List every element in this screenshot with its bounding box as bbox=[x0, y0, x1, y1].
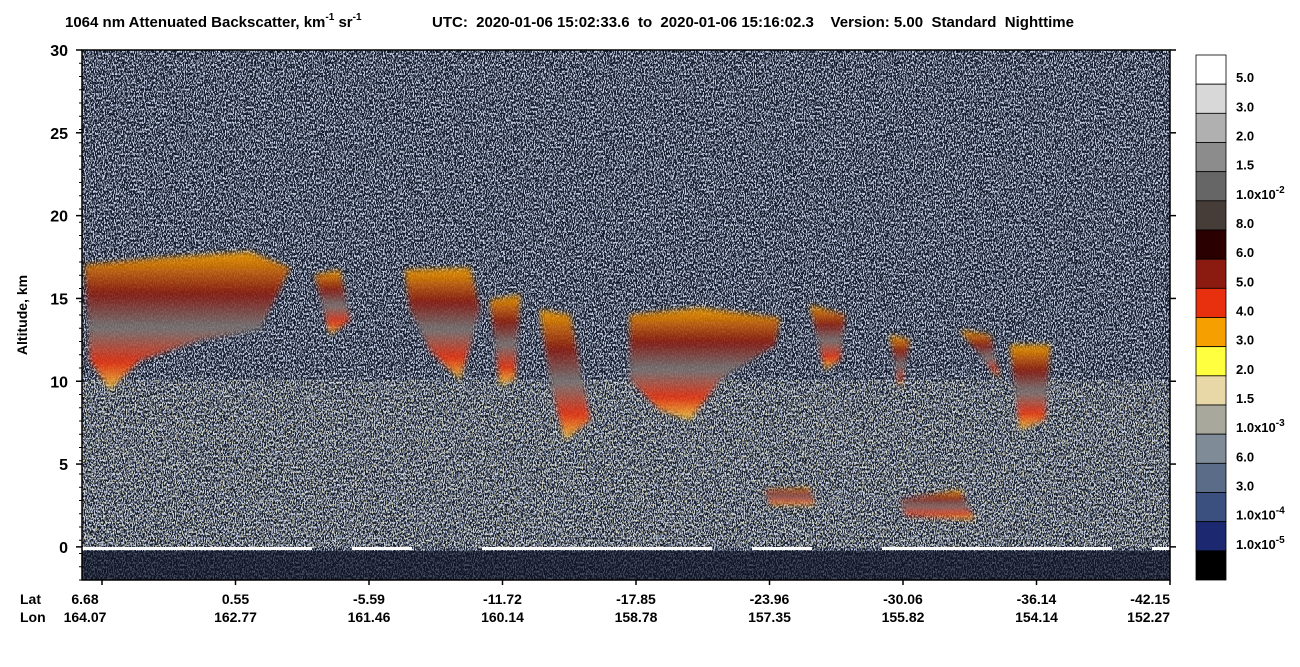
colorbar-box bbox=[1195, 521, 1227, 552]
colorbar-label-exp: -3 bbox=[1276, 418, 1285, 429]
colorbar-label: 2.0 bbox=[1236, 129, 1254, 144]
colorbar-label: 8.0 bbox=[1236, 216, 1254, 231]
x-tick-label: -5.59 bbox=[353, 591, 385, 607]
colorbar-box bbox=[1195, 492, 1227, 523]
x-row-name: Lon bbox=[20, 609, 46, 625]
y-tick-label: 25 bbox=[50, 126, 68, 143]
x-tick-label: 158.78 bbox=[615, 609, 658, 625]
colorbar-box bbox=[1195, 171, 1227, 202]
colorbar-box bbox=[1195, 550, 1227, 581]
colorbar-box bbox=[1195, 258, 1227, 289]
axes: 0 5 10 15 20 25 30 Lat 6.68 0.55 -5.59 -11.72 -17.85… bbox=[20, 43, 1176, 625]
x-tick-label: 6.68 bbox=[71, 591, 98, 607]
title-text: 1064 nm Attenuated Backscatter, km bbox=[65, 14, 325, 31]
title-text: sr bbox=[334, 14, 353, 31]
x-tick-label: -42.15 bbox=[1130, 591, 1170, 607]
colorbar-box bbox=[1195, 433, 1227, 464]
colorbar-box bbox=[1195, 229, 1227, 260]
y-tick-label: 20 bbox=[50, 209, 68, 226]
colorbar-label: 5.0 bbox=[1236, 70, 1254, 85]
colorbar-label: 4.0 bbox=[1236, 304, 1254, 319]
colorbar-label: 6.0 bbox=[1236, 245, 1254, 260]
colorbar-label: 3.0 bbox=[1236, 333, 1254, 348]
y-tick-label: 15 bbox=[50, 291, 68, 308]
cloud-layer bbox=[85, 252, 1050, 520]
colorbar-label: 6.0 bbox=[1236, 449, 1254, 464]
colorbar-label-base: 1.0x10 bbox=[1236, 187, 1276, 202]
colorbar-box bbox=[1195, 404, 1227, 435]
title-sup: -1 bbox=[325, 12, 334, 23]
colorbar-label: 1.0x10-3 bbox=[1236, 418, 1285, 435]
colorbar-label-base: 1.0x10 bbox=[1236, 420, 1276, 435]
x-tick-label: 0.55 bbox=[222, 591, 249, 607]
x-tick-label: 161.46 bbox=[348, 609, 391, 625]
colorbar-label: 2.0 bbox=[1236, 362, 1254, 377]
colorbar-label-exp: -2 bbox=[1276, 185, 1285, 196]
y-tick-label: 10 bbox=[50, 374, 68, 391]
colorbar-label: 1.5 bbox=[1236, 391, 1254, 406]
colorbar-box bbox=[1195, 317, 1227, 348]
colorbar-box bbox=[1195, 375, 1227, 406]
x-tick-label: 164.07 bbox=[64, 609, 107, 625]
colorbar-box bbox=[1195, 54, 1227, 85]
subsurface bbox=[82, 551, 1170, 580]
x-tick-label: 157.35 bbox=[748, 609, 791, 625]
colorbar-label-base: 1.0x10 bbox=[1236, 537, 1276, 552]
colorbar-box bbox=[1195, 200, 1227, 231]
x-tick-label: -30.06 bbox=[883, 591, 923, 607]
x-row-name: Lat bbox=[20, 591, 41, 607]
colorbar-label: 3.0 bbox=[1236, 99, 1254, 114]
x-tick-label: 152.27 bbox=[1127, 609, 1170, 625]
x-tick-label: 160.14 bbox=[481, 609, 524, 625]
x-tick-label: 154.14 bbox=[1015, 609, 1058, 625]
colorbar-box bbox=[1195, 112, 1227, 143]
colorbar-label: 1.0x10-4 bbox=[1236, 506, 1285, 523]
noise-texture bbox=[82, 380, 1170, 548]
title-sup: -1 bbox=[353, 12, 362, 23]
y-axis-label: Altitude, km bbox=[14, 275, 30, 355]
colorbar-box bbox=[1195, 83, 1227, 114]
colorbar-label-base: 1.0x10 bbox=[1236, 508, 1276, 523]
x-tick-label: -11.72 bbox=[483, 591, 522, 607]
colorbar-label-exp: -4 bbox=[1276, 506, 1285, 517]
y-tick-label: 30 bbox=[50, 43, 68, 60]
chart-title: 1064 nm Attenuated Backscatter, km-1 sr-… bbox=[65, 12, 362, 31]
plot-image bbox=[82, 50, 1170, 580]
colorbar-box bbox=[1195, 287, 1227, 318]
colorbar-label: 1.0x10-2 bbox=[1236, 185, 1285, 202]
title-row: 1064 nm Attenuated Backscatter, km-1 sr-… bbox=[65, 12, 1074, 31]
x-tick-label: -36.14 bbox=[1017, 591, 1057, 607]
y-tick-label: 5 bbox=[59, 457, 68, 474]
x-tick-label: 162.77 bbox=[214, 609, 257, 625]
colorbar: 5.03.02.01.51.0x10-28.06.05.04.03.02.01.… bbox=[1195, 54, 1285, 581]
colorbar-label: 1.5 bbox=[1236, 158, 1254, 173]
colorbar-box bbox=[1195, 142, 1227, 173]
colorbar-label: 3.0 bbox=[1236, 479, 1254, 494]
colorbar-label: 5.0 bbox=[1236, 274, 1254, 289]
colorbar-label-exp: -5 bbox=[1276, 535, 1285, 546]
colorbar-label: 1.0x10-5 bbox=[1236, 535, 1285, 552]
x-tick-label: -17.85 bbox=[616, 591, 656, 607]
colorbar-box bbox=[1195, 462, 1227, 493]
x-tick-label: 155.82 bbox=[882, 609, 925, 625]
chart-subtitle: UTC: 2020-01-06 15:02:33.6 to 2020-01-06… bbox=[432, 14, 1074, 31]
x-tick-label: -23.96 bbox=[750, 591, 790, 607]
colorbar-box bbox=[1195, 346, 1227, 377]
y-tick-label: 0 bbox=[59, 540, 68, 557]
